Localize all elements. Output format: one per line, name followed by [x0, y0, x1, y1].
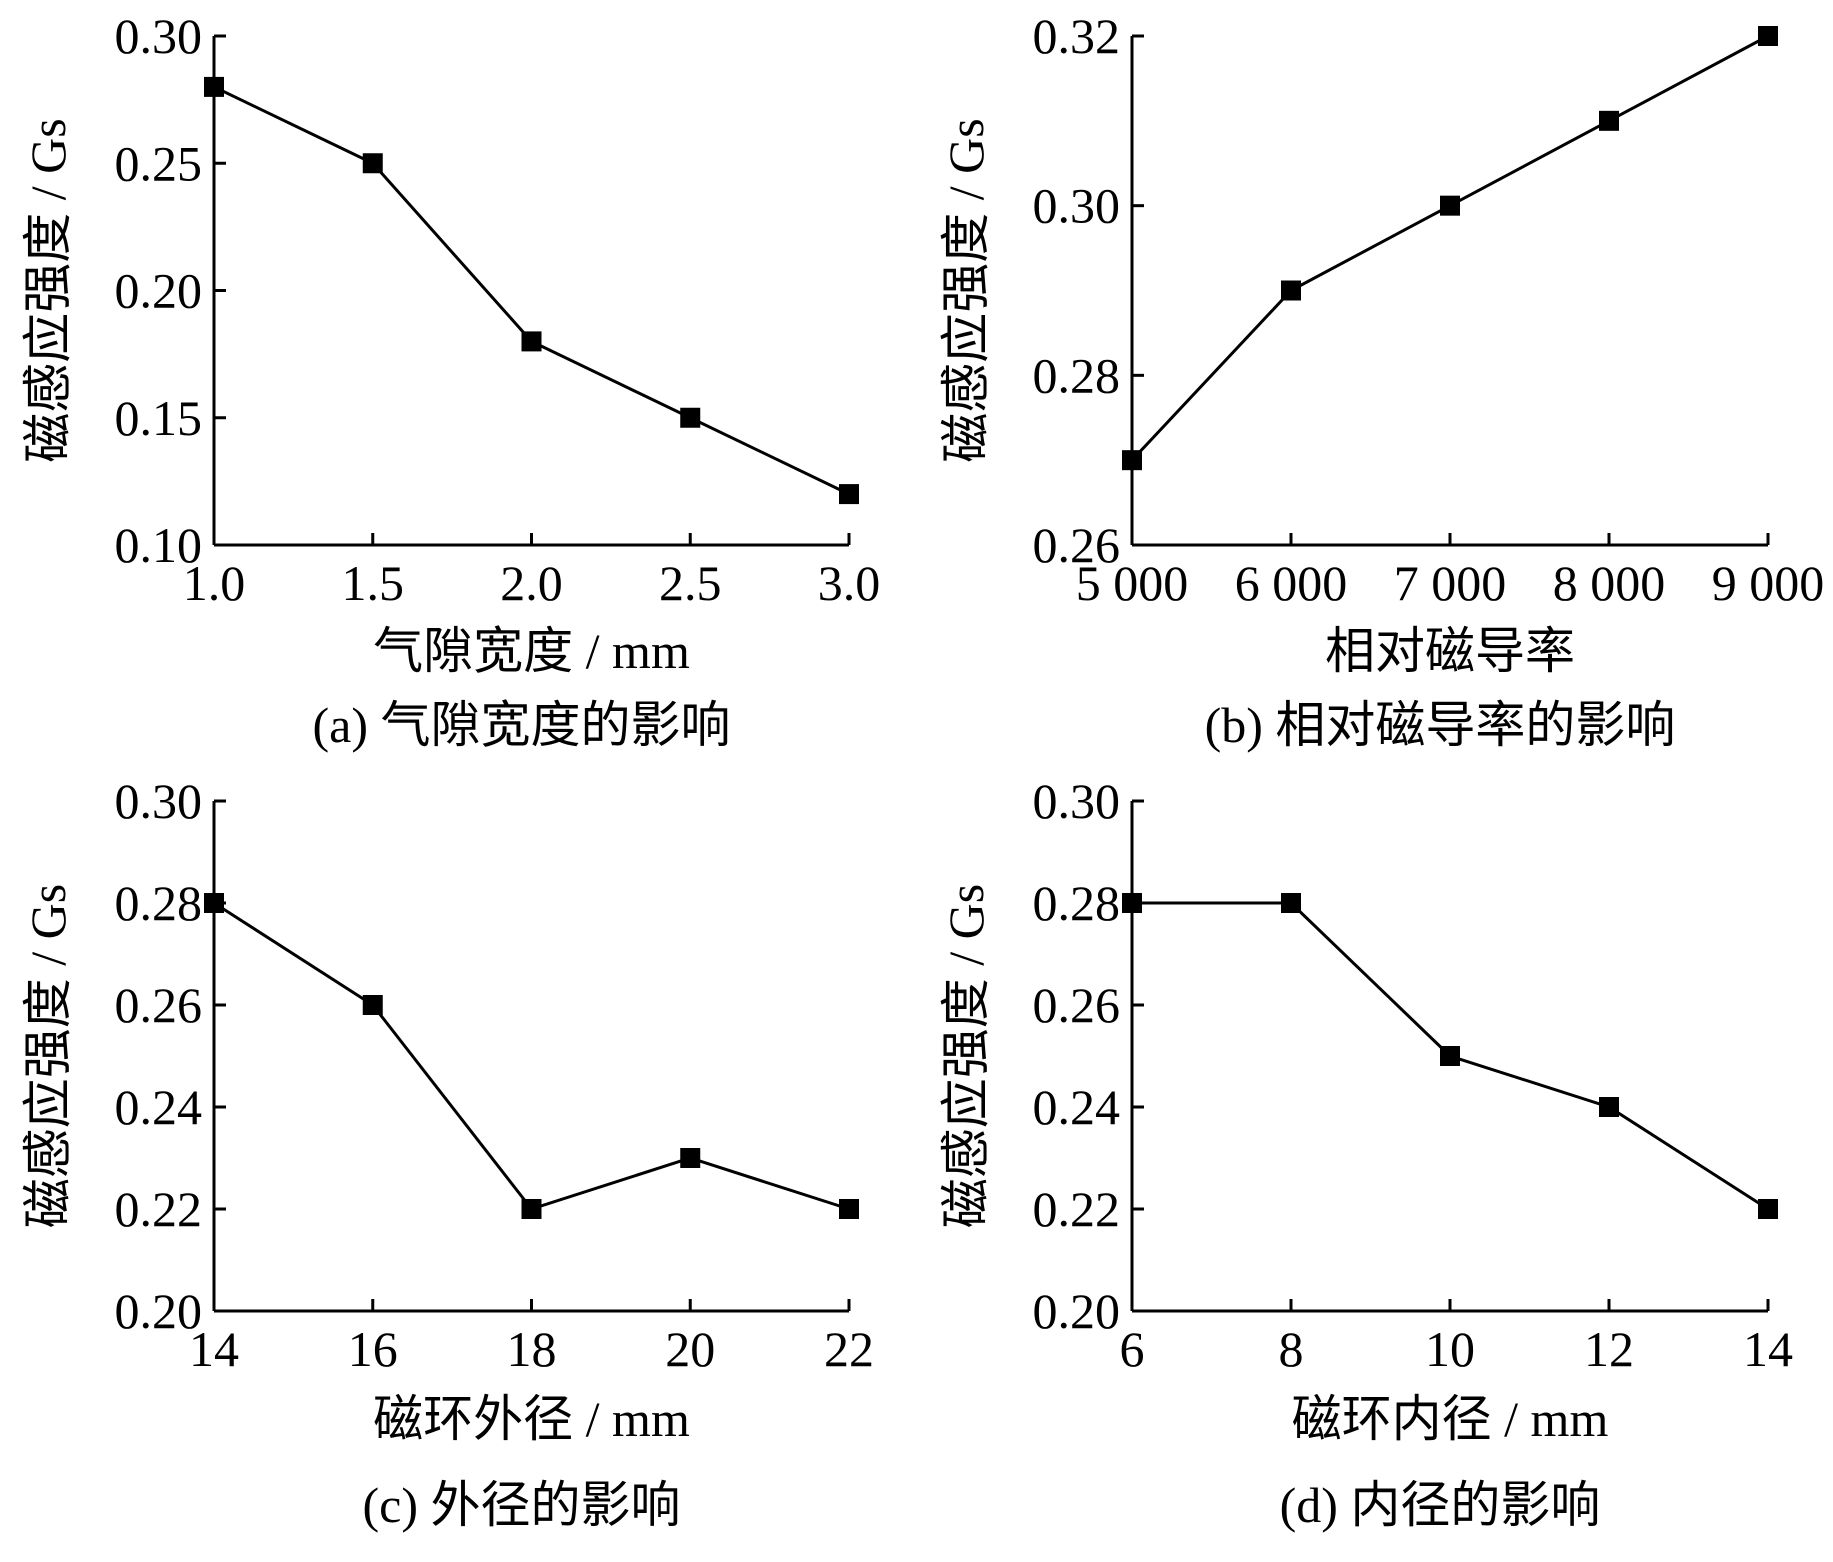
x-axis-title: 磁环外径 / mm	[373, 1391, 690, 1447]
y-tick-label: 0.25	[115, 135, 203, 191]
data-point	[1122, 893, 1142, 913]
data-point	[680, 407, 701, 428]
y-tick-label: 0.15	[115, 390, 203, 446]
x-tick-label: 12	[1584, 1321, 1634, 1377]
x-tick-label: 20	[665, 1321, 715, 1377]
data-point	[1122, 450, 1142, 471]
y-tick-label: 0.20	[115, 263, 203, 319]
data-point	[1281, 280, 1301, 301]
y-tick-label: 0.26	[1033, 977, 1121, 1033]
y-tick-label: 0.24	[1033, 1079, 1121, 1135]
x-tick-label: 1.0	[183, 555, 246, 611]
y-tick-label: 0.30	[1033, 773, 1121, 829]
y-tick-label: 0.28	[1033, 875, 1121, 931]
x-axis-title: 磁环内径 / mm	[1292, 1391, 1609, 1447]
x-tick-label: 3.0	[818, 555, 881, 611]
y-axis-title: 磁感应强度 / Gs	[938, 118, 994, 462]
data-point	[1281, 893, 1301, 913]
y-tick-label: 0.30	[115, 8, 203, 64]
y-tick-label: 0.20	[1033, 1283, 1121, 1339]
x-tick-label: 18	[507, 1321, 557, 1377]
panel-caption: (c) 外径的影响	[363, 1477, 681, 1533]
data-point	[1758, 1199, 1778, 1219]
y-axis-title: 磁感应强度 / Gs	[20, 118, 76, 462]
y-tick-label: 0.20	[115, 1283, 203, 1339]
data-point	[204, 893, 224, 913]
data-point	[680, 1148, 701, 1168]
y-tick-label: 0.30	[1033, 178, 1121, 234]
y-tick-label: 0.32	[1033, 8, 1121, 64]
y-axis-title: 磁感应强度 / Gs	[938, 884, 994, 1228]
panel-d: 0.20 0.22 0.24 0.26 0.28 0.30 6 8 10 12 14 磁环内径 / m…	[938, 773, 1793, 1533]
panel-a: 0.10 0.15 0.20 0.25 0.30 1.0 1.5 2.0 2.5 3.0 气隙宽度 …	[20, 8, 880, 753]
x-tick-label: 10	[1425, 1321, 1475, 1377]
data-point	[204, 76, 224, 97]
panel-c: 0.20 0.22 0.24 0.26 0.28 0.30 14 16 18 20 22 磁环外径 /…	[20, 773, 874, 1533]
series-line	[213, 85, 850, 496]
x-tick-label: 7 000	[1394, 555, 1507, 611]
x-tick-label: 14	[189, 1321, 239, 1377]
series-line	[1130, 34, 1769, 462]
series-line	[213, 901, 850, 1211]
x-tick-label: 8	[1279, 1321, 1304, 1377]
x-tick-label: 14	[1743, 1321, 1793, 1377]
x-tick-label: 6 000	[1235, 555, 1348, 611]
x-tick-label: 22	[824, 1321, 874, 1377]
x-axis-title: 气隙宽度 / mm	[373, 623, 690, 679]
x-tick-label: 1.5	[342, 555, 405, 611]
x-tick-label: 16	[348, 1321, 398, 1377]
y-tick-label: 0.22	[1033, 1181, 1121, 1237]
x-tick-label: 9 000	[1712, 555, 1825, 611]
x-tick-label: 2.5	[659, 555, 722, 611]
data-point	[362, 995, 383, 1015]
y-tick-label: 0.10	[115, 517, 203, 573]
x-tick-label: 8 000	[1553, 555, 1666, 611]
x-tick-label: 2.0	[500, 555, 563, 611]
data-point	[1599, 110, 1619, 131]
data-point	[839, 484, 859, 505]
data-point	[362, 153, 383, 174]
x-tick-label: 5 000	[1076, 555, 1189, 611]
data-point	[1599, 1097, 1619, 1117]
y-tick-label: 0.28	[115, 875, 203, 931]
panel-caption: (b) 相对磁导率的影响	[1205, 697, 1676, 753]
panel-b: 0.26 0.28 0.30 0.32 5 000 6 000 7 000 8 000 9 00…	[938, 8, 1824, 753]
panel-caption: (d) 内径的影响	[1280, 1477, 1601, 1533]
data-point	[1440, 1046, 1460, 1066]
x-axis-title: 相对磁导率	[1325, 623, 1575, 679]
y-axis-title: 磁感应强度 / Gs	[20, 884, 76, 1228]
y-tick-label: 0.28	[1033, 347, 1121, 403]
x-tick-label: 6	[1120, 1321, 1145, 1377]
y-tick-label: 0.26	[1033, 517, 1121, 573]
y-tick-label: 0.22	[115, 1181, 203, 1237]
data-point	[839, 1199, 859, 1219]
data-point	[521, 1199, 542, 1219]
y-tick-label: 0.26	[115, 977, 203, 1033]
panel-caption: (a) 气隙宽度的影响	[313, 697, 731, 753]
data-point	[1758, 26, 1778, 46]
data-point	[521, 331, 542, 352]
y-tick-label: 0.30	[115, 773, 203, 829]
y-tick-label: 0.24	[115, 1079, 203, 1135]
data-point	[1440, 195, 1460, 216]
